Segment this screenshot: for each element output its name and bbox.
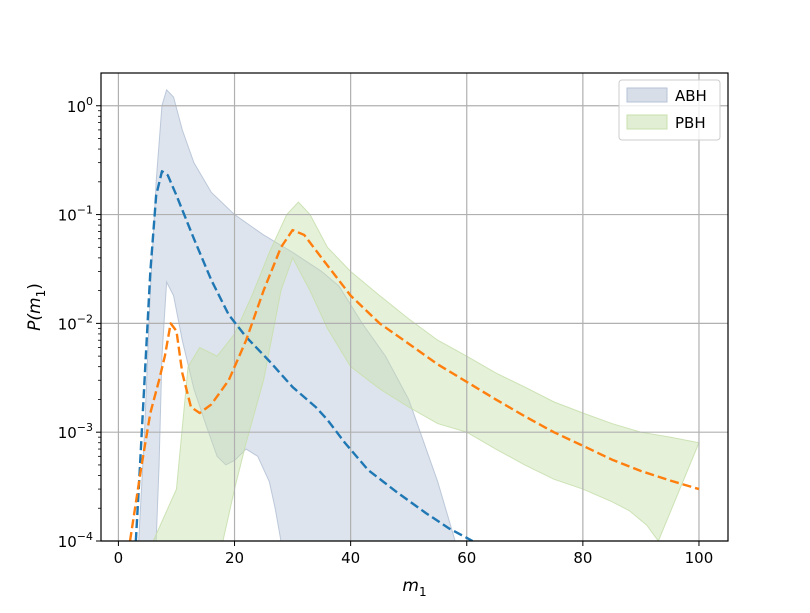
y-axis-ticks: 100 10−1 10−2 10−3 10−4 (58, 95, 101, 551)
y-tick-label-3: 10−3 (58, 421, 93, 442)
median-line-pbh (128, 228, 700, 541)
legend: ABH PBH (618, 79, 721, 141)
legend-swatch-abh (626, 87, 668, 103)
median-line-abh (134, 170, 474, 541)
legend-swatch-pbh (626, 114, 668, 130)
plot-frame (100, 72, 729, 542)
y-axis-label: P(m1) (25, 283, 48, 331)
y-tick-label-1: 10−1 (58, 204, 93, 225)
x-tick-label-4: 80 (573, 549, 592, 567)
y-tick-label-0: 100 (67, 95, 93, 116)
y-tick-label-4: 10−4 (58, 530, 93, 551)
x-tick-label-0: 0 (114, 549, 124, 567)
x-tick-label-1: 20 (225, 549, 244, 567)
median-lines (128, 170, 700, 541)
x-axis-label: m1 (402, 576, 426, 599)
legend-label-abh: ABH (675, 87, 707, 105)
x-tick-label-5: 100 (685, 549, 714, 567)
band-pbh (152, 201, 700, 541)
legend-label-pbh: PBH (675, 114, 706, 132)
bands (138, 88, 700, 541)
y-tick-label-2: 10−2 (58, 312, 93, 333)
x-tick-label-3: 60 (457, 549, 476, 567)
x-axis-ticks: 0 20 40 60 80 100 (114, 541, 714, 567)
band-abh (138, 88, 456, 541)
x-tick-label-2: 40 (341, 549, 360, 567)
